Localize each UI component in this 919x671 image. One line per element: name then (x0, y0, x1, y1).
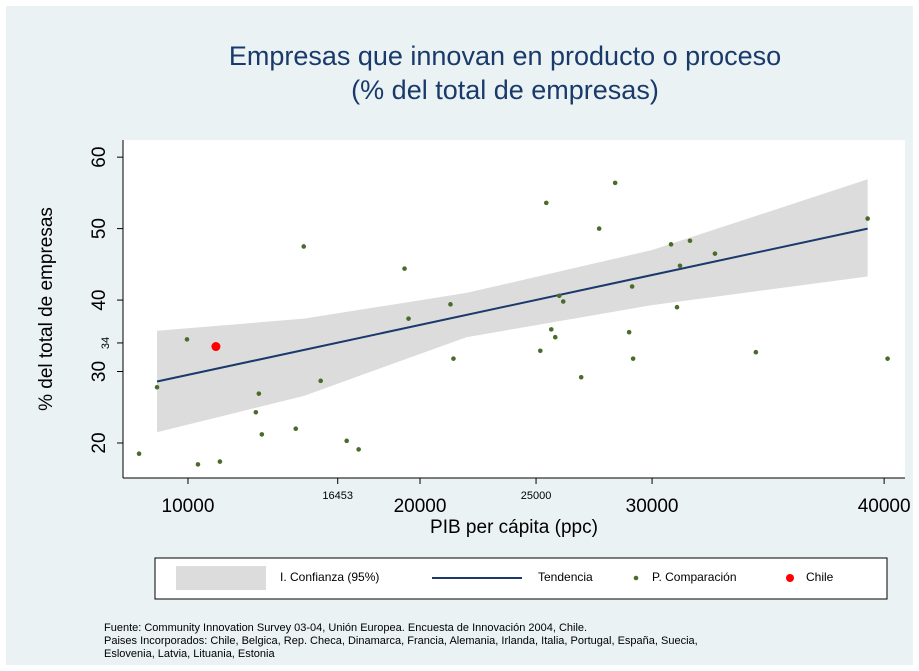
y-axis-label: % del total de empresas (36, 207, 57, 411)
y-tick-label: 50 (89, 218, 110, 239)
point (253, 409, 259, 415)
point (402, 266, 407, 271)
source-notes: Fuente: Community Innovation Survey 03-0… (104, 622, 698, 660)
point (451, 356, 456, 361)
point (537, 348, 543, 354)
source-line: Fuente: Community Innovation Survey 03-0… (104, 622, 587, 634)
point (184, 337, 190, 342)
point (578, 374, 584, 380)
point (301, 244, 307, 249)
point (406, 316, 411, 321)
x-tick-label: 10000 (162, 496, 215, 517)
chart-subtitle: (% del total de empresas) (351, 75, 659, 105)
y-tick-label: 20 (89, 432, 110, 453)
point (293, 426, 299, 431)
point (552, 334, 558, 340)
x-tick-label: 25000 (521, 490, 552, 502)
legend-label: Chile (806, 570, 834, 584)
point (560, 299, 566, 304)
point (629, 284, 635, 289)
legend-label: Tendencia (538, 570, 593, 584)
point (356, 447, 361, 452)
trend-line (156, 227, 868, 383)
point (885, 356, 890, 361)
point (136, 451, 142, 457)
legend (154, 557, 888, 600)
point (211, 342, 221, 352)
chart-title: Empresas que innovan en producto o proce… (229, 41, 781, 71)
x-tick-label: 16453 (322, 490, 353, 502)
point (626, 329, 632, 335)
point (548, 327, 554, 332)
y-tick-label: 60 (89, 147, 110, 168)
x-axis-label: PIB per cápita (ppc) (430, 517, 598, 538)
y-tick-label: 30 (89, 361, 110, 382)
point (556, 293, 562, 299)
point (318, 378, 324, 384)
x-tick-label: 30000 (626, 496, 679, 517)
point (677, 263, 683, 269)
legend-label: P. Comparación (652, 570, 737, 584)
point (865, 216, 870, 221)
x-tick-label: 20000 (394, 496, 447, 517)
y-tick-label: 40 (89, 289, 110, 310)
point (712, 251, 718, 256)
point (543, 200, 549, 206)
source-line: Eslovenia, Latvia, Lituania, Estonia (104, 648, 275, 660)
point (596, 226, 602, 231)
point (674, 304, 680, 310)
y-tick-label: 34 (100, 337, 112, 349)
point (687, 238, 693, 244)
point (256, 391, 262, 396)
point (259, 432, 265, 437)
point (630, 356, 636, 361)
legend-label: I. Confianza (95%) (280, 570, 379, 584)
point (668, 242, 674, 247)
point (612, 180, 618, 186)
point (448, 302, 453, 307)
legend-swatch (786, 574, 794, 582)
point (154, 384, 160, 390)
point (753, 349, 759, 355)
x-tick-label: 40000 (858, 496, 911, 517)
source-line: Paises Incorporados: Chile, Belgica, Rep… (104, 635, 698, 647)
legend-swatch (176, 566, 266, 590)
point (217, 459, 223, 464)
point (344, 438, 349, 444)
legend-swatch (633, 575, 639, 581)
point (195, 462, 201, 467)
